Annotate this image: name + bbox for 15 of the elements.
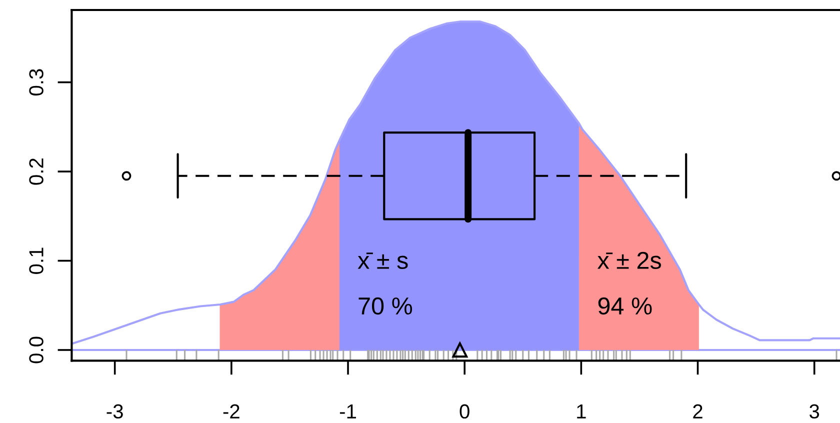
x-tick-label: -1 (340, 404, 356, 418)
annotation: x̄ ± 2s (597, 252, 662, 270)
y-tick-label: 0.3 (29, 69, 44, 96)
annotation: 94 % (598, 297, 652, 315)
x-tick-label: 1 (577, 404, 586, 418)
annotation: x̄ ± s (358, 252, 408, 270)
y-tick-label: 0.0 (29, 336, 44, 364)
x-tick-label: 0 (460, 404, 470, 419)
y-tick-label: 0.2 (29, 158, 44, 185)
annotation: 70 % (358, 297, 412, 315)
x-tick-label: 2 (693, 404, 702, 418)
y-tick-label: 0.1 (29, 248, 44, 274)
x-tick-label: -2 (223, 404, 240, 418)
x-tick-label: -3 (106, 404, 123, 419)
x-tick-label: 3 (810, 404, 820, 419)
